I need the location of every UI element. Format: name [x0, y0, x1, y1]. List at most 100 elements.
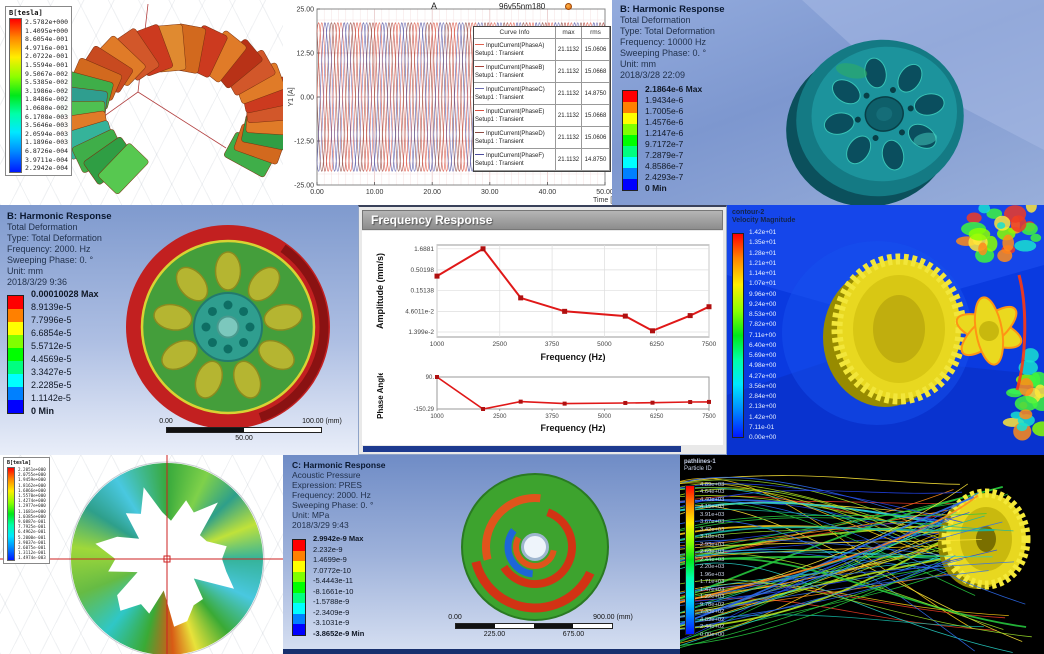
header-line: pathlines-1	[684, 459, 716, 465]
header-line: Velocity Magnitude	[732, 217, 796, 224]
header-line: Particle ID	[684, 466, 712, 472]
colorbar-label: 0 Min	[31, 406, 55, 417]
curve-title-line: InputCurrent(PhaseA)	[475, 42, 554, 50]
colorbar-label: 1.07e+01	[749, 280, 777, 288]
header-line: Unit: mm	[7, 266, 43, 276]
svg-text:30.00: 30.00	[481, 189, 499, 196]
curve-title-line: InputCurrent(PhaseF)	[475, 152, 554, 160]
pathlines-render	[680, 475, 1032, 653]
ruler-label: 0.00	[159, 418, 173, 425]
panel-particle-pathlines: pathlines-1 Particle ID 4.89e+03 4.64e+03 4…	[680, 455, 1044, 654]
svg-text:0.00: 0.00	[300, 95, 314, 102]
svg-text:Frequency (Hz): Frequency (Hz)	[540, 352, 605, 362]
curve-max-value: 21.1132	[556, 105, 582, 127]
coil-3d-render	[53, 3, 283, 194]
flux-legend-body: 2.5782e+000 1.4095e+000 8.6054e-001 4.9716e…	[9, 18, 68, 173]
svg-text:5000: 5000	[598, 414, 612, 420]
header-line: 2018/3/29 9:43	[292, 520, 349, 530]
colorbar-band	[293, 613, 305, 624]
colorbar-label: 0.00010028 Max	[31, 289, 99, 300]
legend-value: 2.5782e+000	[25, 18, 69, 26]
contour-header: contour-2 Velocity Magnitude	[732, 209, 795, 225]
legend-values: 2.2051e+000 2.0755e+000 1.9459e+000 1.8162e…	[18, 467, 46, 561]
legend-value: 3.5646e-003	[25, 121, 69, 130]
header-line: Unit: MPa	[292, 510, 330, 520]
legend-value: 5.5385e-002	[25, 78, 69, 87]
colorbar-label: 1.42e+00	[749, 413, 777, 421]
colorbar-label: 1.71e+03	[700, 579, 725, 586]
colorbar-label: 2.2285e-5	[31, 380, 72, 391]
header-line: B: Harmonic Response	[7, 211, 112, 222]
legend-value: 2.0755e+000	[18, 472, 46, 478]
colorbar-band	[623, 135, 637, 146]
legend-value: 1.2977e+000	[18, 503, 46, 509]
colorbar-label: 4.89e+03	[700, 481, 725, 488]
colorbar-label: 1.14e+01	[749, 270, 777, 278]
pressure-colorbar: 2.9942e-9 Max 2.232e-9 1.4699e-9 7.0772e-10…	[292, 534, 364, 638]
legend-swatch	[7, 467, 15, 561]
header-line: Expression: PRES	[292, 480, 362, 490]
svg-text:4.6011e-2: 4.6011e-2	[405, 308, 434, 315]
colorbar-band	[623, 124, 637, 135]
colorbar-band	[293, 582, 305, 593]
colorbar-label: 3.42e+03	[700, 526, 725, 533]
colorbar-label: 1.47e+03	[700, 586, 725, 593]
colorbar-label: 6.40e+00	[749, 341, 777, 349]
colorbar-label: 5.5712e-5	[31, 341, 72, 352]
curve-max-value: 21.1132	[556, 39, 582, 61]
result-header: B: Harmonic Response Total Deformation Typ…	[620, 4, 725, 81]
svg-text:90.: 90.	[426, 375, 435, 381]
colorbar-band	[8, 296, 23, 309]
svg-text:-12.50: -12.50	[294, 139, 314, 146]
legend-value: 1.1681e+000	[18, 508, 46, 514]
svg-text:0.00: 0.00	[310, 189, 324, 196]
legend-value: 1.5594e-001	[25, 60, 69, 69]
colorbar-label: 3.67e+03	[700, 519, 725, 526]
colorbar-band	[293, 550, 305, 561]
legend-value: 1.4095e+000	[25, 26, 69, 35]
legend-value: 1.9459e+000	[18, 477, 46, 483]
svg-text:0.15138: 0.15138	[411, 288, 435, 295]
legend-value: 1.8486e-002	[25, 95, 69, 104]
plot-pin-icon	[565, 3, 572, 10]
legend-value: 2.0594e-003	[25, 129, 69, 138]
ruler-label: 100.00 (mm)	[302, 418, 342, 425]
svg-text:40.00: 40.00	[539, 189, 557, 196]
legend-value: 6.8726e-004	[25, 146, 69, 155]
colorbar-label: 4.64e+03	[700, 489, 725, 496]
ruler-segment	[456, 624, 495, 628]
legend-value: 1.8162e+000	[18, 482, 46, 488]
legend-value: 2.6075e-001	[18, 545, 46, 551]
colorbar-label: 1.1142e-5	[31, 393, 71, 404]
header-line: Total Deformation	[620, 15, 691, 25]
colorbar-label: 2.84e+00	[749, 393, 777, 401]
legend-value: 3.9711e-004	[25, 155, 69, 164]
curve-name: InputCurrent(PhaseA)	[486, 42, 545, 49]
colorbar-label: 7.82e+00	[749, 321, 777, 329]
colorbar-label: 1.7005e-6	[645, 106, 684, 117]
svg-text:2500: 2500	[493, 341, 508, 348]
colorbar-label: 5.69e+00	[749, 352, 777, 360]
legend-value: 1.6866e+000	[18, 487, 46, 493]
svg-text:-150.29: -150.29	[414, 407, 435, 413]
svg-text:12.50: 12.50	[296, 51, 314, 58]
colorbar-band	[293, 540, 305, 551]
header-line: Total Deformation	[7, 222, 78, 232]
colorbar-band	[623, 102, 637, 113]
colorbar-label: 7.2879e-7	[645, 150, 684, 161]
svg-text:1.399e-2: 1.399e-2	[408, 329, 434, 336]
svg-text:Phase Angle: Phase Angle	[376, 373, 385, 419]
curve-rms-value: 15.0606	[582, 39, 610, 61]
ruler-label: 0.00	[448, 614, 462, 621]
curve-rms-value: 14.8750	[582, 149, 610, 171]
colorbar-label: 7.7996e-5	[31, 315, 72, 326]
curve-color-swatch	[475, 65, 484, 67]
svg-text:7500: 7500	[702, 414, 716, 420]
svg-text:Time [ms]: Time [ms]	[593, 197, 612, 204]
colorbar-label: 9.24e+00	[749, 300, 777, 308]
window-titlebar[interactable]: Frequency Response	[362, 210, 723, 230]
curve-max-value: 21.1132	[556, 127, 582, 149]
header-line: Unit: mm	[620, 59, 656, 69]
colorbar-label: 2.93e+03	[700, 541, 725, 548]
